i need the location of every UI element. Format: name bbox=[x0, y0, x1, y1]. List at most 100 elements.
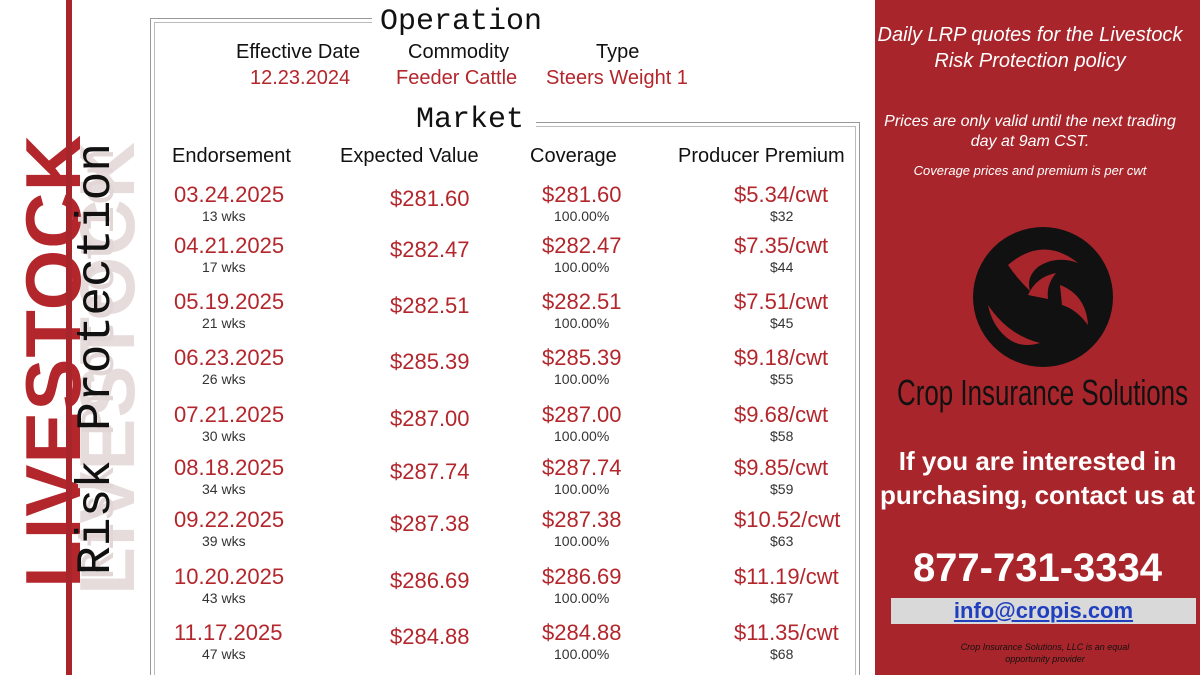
endorsement-weeks: 21 wks bbox=[202, 315, 246, 331]
coverage-percent: 100.00% bbox=[554, 533, 610, 549]
coverage-percent: 100.00% bbox=[554, 259, 610, 275]
coverage-price: $287.38 bbox=[542, 507, 622, 532]
endorsement-weeks: 17 wks bbox=[202, 259, 246, 275]
expected-value: $287.00 bbox=[390, 406, 470, 431]
phone-number[interactable]: 877-731-3334 bbox=[912, 546, 1163, 590]
premium-per-cwt: $7.35/cwt bbox=[734, 233, 829, 258]
premium-per-cwt: $9.68/cwt bbox=[734, 402, 829, 427]
coverage-percent: 100.00% bbox=[554, 590, 610, 606]
table-row: 08.18.2025 34 wks $287.74 $287.74 100.00… bbox=[0, 455, 870, 511]
email-box: info@cropis.com bbox=[891, 598, 1196, 624]
coverage-price: $284.88 bbox=[542, 620, 622, 645]
effective-date-label: Effective Date bbox=[236, 41, 361, 63]
expected-value: $281.60 bbox=[390, 186, 470, 211]
premium-total: $63 bbox=[770, 533, 794, 549]
endorsement-date: 03.24.2025 bbox=[174, 182, 285, 207]
expected-value-header: Expected Value bbox=[340, 145, 479, 167]
operation-frame bbox=[150, 18, 372, 675]
table-row: 11.17.2025 47 wks $284.88 $284.88 100.00… bbox=[0, 620, 870, 675]
email-link[interactable]: info@cropis.com bbox=[953, 598, 1134, 623]
premium-per-cwt: $11.19/cwt bbox=[734, 564, 839, 589]
premium-per-cwt: $11.35/cwt bbox=[734, 620, 839, 645]
endorsement-date: 04.21.2025 bbox=[174, 233, 285, 258]
vertical-divider bbox=[66, 0, 72, 675]
premium-total: $59 bbox=[770, 481, 794, 497]
call-to-action: If you are interested in purchasing, con… bbox=[880, 446, 1195, 510]
endorsement-date: 10.20.2025 bbox=[174, 564, 285, 589]
coverage-price: $286.69 bbox=[542, 564, 622, 589]
endorsement-date: 11.17.2025 bbox=[174, 620, 283, 645]
table-row: 06.23.2025 26 wks $285.39 $285.39 100.00… bbox=[0, 345, 870, 401]
premium-total: $44 bbox=[770, 259, 794, 275]
expected-value: $285.39 bbox=[390, 349, 470, 374]
endorsement-weeks: 13 wks bbox=[202, 208, 246, 224]
company-name: Crop Insurance Solutions bbox=[897, 372, 1189, 413]
crop-insurance-logo-icon bbox=[973, 227, 1113, 367]
coverage-price: $282.51 bbox=[542, 289, 622, 314]
coverage-price: $282.47 bbox=[542, 233, 622, 258]
coverage-price: $287.74 bbox=[542, 455, 622, 480]
market-frame-inner bbox=[536, 126, 856, 675]
vertical-branding: LIVESTOCK LIVESTOCK Risk Protection Risk… bbox=[0, 0, 151, 675]
commodity-label: Commodity bbox=[408, 41, 510, 63]
coverage-percent: 100.00% bbox=[554, 208, 610, 224]
premium-total: $55 bbox=[770, 371, 794, 387]
panel-intro: Daily LRP quotes for the Livestock Risk … bbox=[877, 24, 1183, 72]
endorsement-weeks: 47 wks bbox=[202, 646, 246, 662]
endorsement-weeks: 39 wks bbox=[202, 533, 246, 549]
expected-value: $284.88 bbox=[390, 624, 470, 649]
coverage-percent: 100.00% bbox=[554, 481, 610, 497]
endorsement-header: Endorsement bbox=[172, 145, 291, 167]
coverage-price: $285.39 bbox=[542, 345, 622, 370]
premium-per-cwt: $7.51/cwt bbox=[734, 289, 829, 314]
premium-per-cwt: $9.85/cwt bbox=[734, 455, 829, 480]
coverage-percent: 100.00% bbox=[554, 646, 610, 662]
equal-opportunity-statement: Crop Insurance Solutions, LLC is an equa… bbox=[960, 642, 1130, 664]
table-row: 04.21.2025 17 wks $282.47 $282.47 100.00… bbox=[0, 233, 870, 289]
table-row: 07.21.2025 30 wks $287.00 $287.00 100.00… bbox=[0, 402, 870, 458]
premium-total: $32 bbox=[770, 208, 794, 224]
contact-panel: Daily LRP quotes for the Livestock Risk … bbox=[875, 0, 1200, 675]
endorsement-weeks: 34 wks bbox=[202, 481, 246, 497]
table-row: 05.19.2025 21 wks $282.51 $282.51 100.00… bbox=[0, 289, 870, 345]
table-row: 09.22.2025 39 wks $287.38 $287.38 100.00… bbox=[0, 507, 870, 563]
table-row: 03.24.2025 13 wks $281.60 $281.60 100.00… bbox=[0, 182, 870, 238]
premium-per-cwt: $5.34/cwt bbox=[734, 182, 829, 207]
operation-frame-inner bbox=[154, 22, 372, 675]
premium-total: $45 bbox=[770, 315, 794, 331]
type-label: Type bbox=[596, 41, 640, 63]
coverage-price: $287.00 bbox=[542, 402, 622, 427]
endorsement-date: 05.19.2025 bbox=[174, 289, 285, 314]
expected-value: $287.38 bbox=[390, 511, 470, 536]
commodity-value: Feeder Cattle bbox=[396, 67, 518, 89]
producer-premium-header: Producer Premium bbox=[678, 145, 845, 167]
expected-value: $286.69 bbox=[390, 568, 470, 593]
premium-total: $68 bbox=[770, 646, 794, 662]
endorsement-weeks: 30 wks bbox=[202, 428, 246, 444]
endorsement-weeks: 43 wks bbox=[202, 590, 246, 606]
type-value: Steers Weight 1 bbox=[546, 67, 688, 89]
premium-total: $58 bbox=[770, 428, 794, 444]
unit-note: Coverage prices and premium is per cwt bbox=[913, 163, 1147, 178]
endorsement-date: 07.21.2025 bbox=[174, 402, 285, 427]
premium-per-cwt: $10.52/cwt bbox=[734, 507, 841, 532]
expected-value: $282.51 bbox=[390, 293, 470, 318]
operation-title: Operation bbox=[380, 5, 543, 39]
coverage-percent: 100.00% bbox=[554, 371, 610, 387]
expected-value: $282.47 bbox=[390, 237, 470, 262]
endorsement-date: 08.18.2025 bbox=[174, 455, 285, 480]
endorsement-date: 06.23.2025 bbox=[174, 345, 285, 370]
effective-date-value: 12.23.2024 bbox=[250, 67, 351, 89]
premium-per-cwt: $9.18/cwt bbox=[734, 345, 829, 370]
premium-total: $67 bbox=[770, 590, 794, 606]
market-frame bbox=[536, 122, 860, 675]
endorsement-date: 09.22.2025 bbox=[174, 507, 285, 532]
expected-value: $287.74 bbox=[390, 459, 470, 484]
coverage-header: Coverage bbox=[530, 145, 617, 167]
coverage-price: $281.60 bbox=[542, 182, 622, 207]
endorsement-weeks: 26 wks bbox=[202, 371, 246, 387]
coverage-percent: 100.00% bbox=[554, 315, 610, 331]
coverage-percent: 100.00% bbox=[554, 428, 610, 444]
market-title: Market bbox=[416, 103, 525, 137]
table-row: 10.20.2025 43 wks $286.69 $286.69 100.00… bbox=[0, 564, 870, 620]
